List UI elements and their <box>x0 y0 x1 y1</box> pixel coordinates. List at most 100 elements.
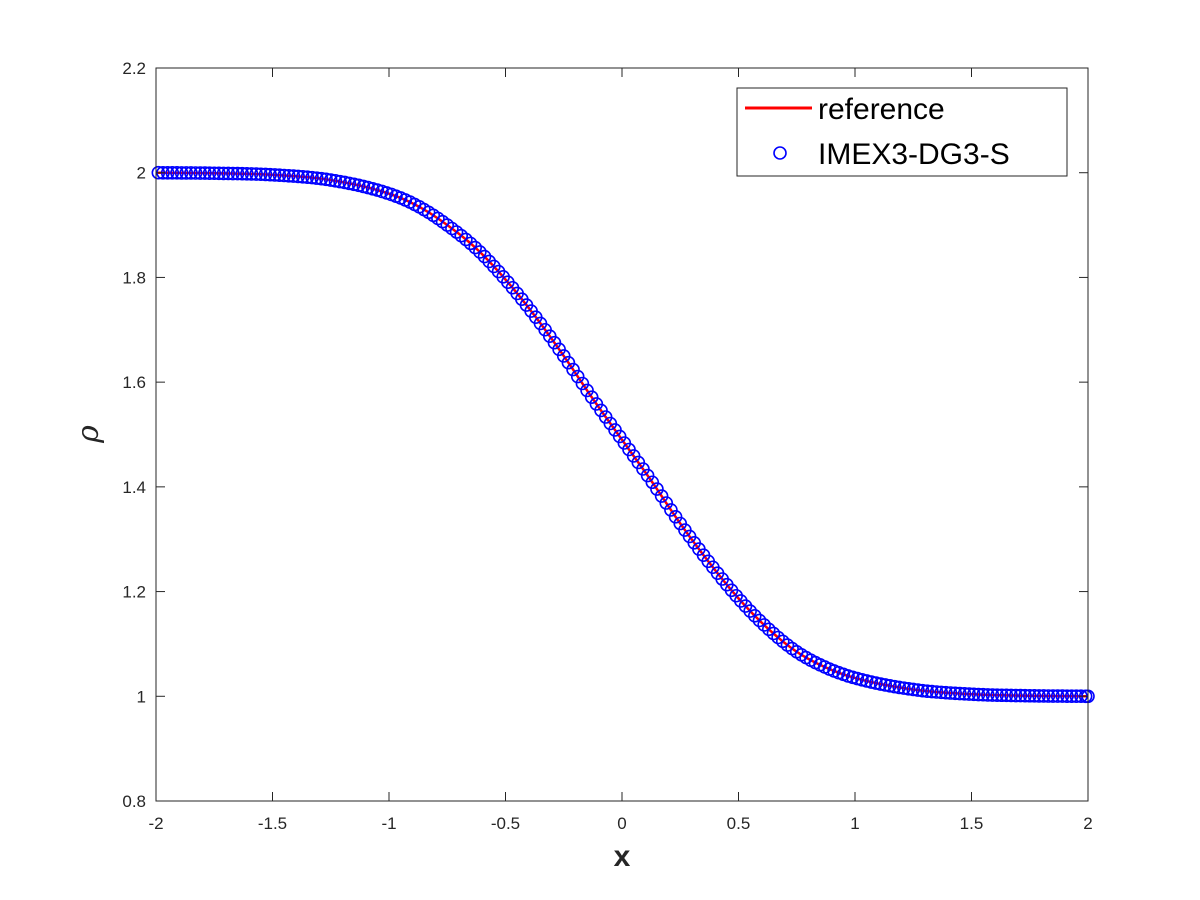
data-point-marker <box>953 686 967 701</box>
data-point-marker <box>319 172 333 187</box>
data-point-marker <box>1046 689 1060 703</box>
data-point-marker <box>309 171 324 185</box>
imex3-dg3-s-series <box>151 165 1095 704</box>
data-point-marker <box>1013 688 1028 703</box>
data-point-marker <box>775 634 790 649</box>
data-point-marker <box>878 678 893 692</box>
data-point-marker <box>943 686 958 700</box>
data-point-marker <box>981 688 995 702</box>
data-point-marker <box>235 166 250 181</box>
data-point-marker <box>347 177 361 192</box>
data-point-marker <box>911 683 925 697</box>
data-point-marker <box>454 228 469 243</box>
data-point-marker <box>314 171 329 186</box>
x-axis-ticks: -2 -1.5 -1 -0.5 0 0.5 1 1.5 2 <box>148 68 1093 833</box>
data-point-marker <box>864 675 879 689</box>
data-point-marker <box>584 390 599 405</box>
data-point-marker <box>757 618 771 632</box>
data-point-marker <box>477 249 492 264</box>
data-point-marker <box>295 169 310 184</box>
data-point-marker <box>249 167 263 181</box>
data-point-marker <box>244 167 259 181</box>
data-point-marker <box>468 240 483 255</box>
legend-imex3-dg3-s-label: IMEX3-DG3-S <box>818 138 1010 171</box>
y-tick-label: 2 <box>137 164 146 183</box>
data-point-marker <box>305 170 319 185</box>
y-tick-label: 1.6 <box>122 373 146 392</box>
data-point-marker <box>473 245 487 259</box>
data-point-marker <box>957 687 972 701</box>
data-point-marker <box>570 369 585 384</box>
x-axis-label: x <box>614 840 631 873</box>
data-point-marker <box>286 169 301 183</box>
data-point-marker <box>179 166 194 180</box>
data-point-marker <box>277 168 291 183</box>
data-point-marker <box>897 681 911 695</box>
x-tick-label: -2 <box>148 814 163 833</box>
x-tick-label: 2 <box>1083 814 1092 833</box>
x-tick-label: 0 <box>617 814 626 833</box>
x-tick-label: -1 <box>381 814 396 833</box>
data-point-marker <box>869 676 883 690</box>
y-axis-label: ρ <box>71 425 106 444</box>
y-axis-ticks: 0.8 1 1.2 1.4 1.6 1.8 2 2.2 <box>122 59 1088 811</box>
data-point-marker <box>254 167 268 182</box>
data-point-marker <box>207 166 222 181</box>
data-point-marker <box>929 685 944 699</box>
data-point-marker <box>1018 688 1032 703</box>
data-point-marker <box>282 168 296 183</box>
data-point-marker <box>459 232 473 247</box>
data-point-marker <box>883 679 897 693</box>
x-tick-label: 1.5 <box>960 814 984 833</box>
plot-area <box>156 68 1088 801</box>
data-point-marker <box>1027 689 1042 703</box>
y-tick-label: 1 <box>137 687 146 706</box>
data-point-marker <box>291 169 305 184</box>
data-point-marker <box>198 166 212 180</box>
data-point-marker <box>920 684 935 698</box>
x-tick-label: 1 <box>850 814 859 833</box>
data-point-marker <box>221 166 236 181</box>
data-point-marker <box>659 496 674 510</box>
y-tick-label: 2.2 <box>122 59 146 78</box>
x-tick-label: -1.5 <box>258 814 287 833</box>
data-point-marker <box>556 349 571 363</box>
data-point-marker <box>561 355 576 370</box>
data-point-marker <box>258 167 273 182</box>
data-point-marker <box>184 166 198 180</box>
data-point-marker <box>994 688 1009 703</box>
data-point-marker <box>1055 689 1070 703</box>
data-point-marker <box>268 168 282 182</box>
data-point-marker <box>202 166 217 180</box>
data-point-marker <box>645 475 660 490</box>
data-point-marker <box>263 167 277 182</box>
data-point-marker <box>873 677 888 691</box>
data-point-marker <box>463 236 478 251</box>
data-point-marker <box>999 688 1014 703</box>
data-point-marker <box>165 166 180 180</box>
legend: reference IMEX3-DG3-S <box>736 87 1068 177</box>
data-point-marker <box>650 482 664 496</box>
y-tick-label: 1.8 <box>122 268 146 287</box>
data-point-marker <box>939 685 953 700</box>
data-point-marker <box>580 383 594 398</box>
data-point-marker <box>575 376 590 391</box>
data-point-marker <box>738 599 753 613</box>
data-point-marker <box>170 166 184 180</box>
data-point-marker <box>230 166 245 181</box>
data-point-marker <box>342 176 357 191</box>
x-tick-label: 0.5 <box>727 814 751 833</box>
data-point-marker <box>985 688 1000 702</box>
data-point-marker <box>971 687 986 702</box>
data-point-marker <box>333 174 347 189</box>
data-point-marker <box>887 679 902 694</box>
data-point-marker <box>300 170 315 184</box>
data-point-marker <box>752 613 767 628</box>
data-point-marker <box>925 684 939 699</box>
data-point-marker <box>901 682 916 696</box>
data-point-marker <box>337 175 352 190</box>
data-point-marker <box>323 173 338 187</box>
data-point-marker <box>934 685 949 700</box>
legend-box <box>736 87 1068 177</box>
